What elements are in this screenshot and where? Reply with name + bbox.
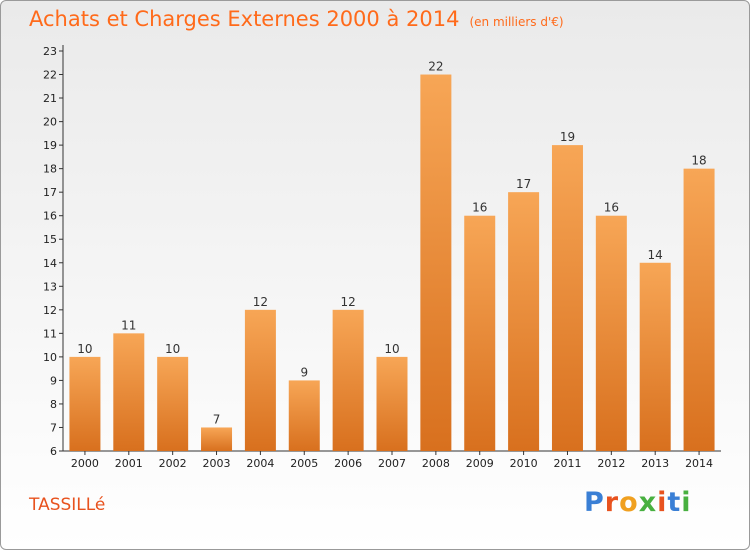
x-tick-label: 2014	[685, 457, 713, 470]
value-label: 12	[340, 295, 355, 309]
value-label: 16	[472, 201, 487, 215]
logo-letter: o	[619, 487, 639, 518]
value-label: 17	[516, 177, 531, 191]
x-tick-label: 2001	[115, 457, 143, 470]
y-tick-label: 22	[43, 69, 57, 82]
y-tick-label: 7	[50, 421, 57, 434]
value-label: 7	[213, 412, 221, 426]
y-tick-label: 10	[43, 351, 57, 364]
bar-2011	[551, 145, 583, 451]
logo-letter: t	[667, 487, 682, 518]
y-tick-label: 9	[50, 374, 57, 387]
value-label: 10	[77, 342, 92, 356]
x-tick-label: 2000	[71, 457, 99, 470]
value-labels: 10 11 10 7 12 9 12 10 22 16 17 19 16 14 18	[77, 60, 706, 427]
logo-letter: P	[584, 487, 605, 518]
y-tick-label: 21	[43, 92, 57, 105]
x-tick-label: 2004	[246, 457, 274, 470]
bar-2006	[332, 309, 364, 451]
chart-title-text: Achats et Charges Externes 2000 à 2014	[29, 7, 460, 31]
logo-letter: i	[657, 487, 668, 518]
bars	[69, 74, 715, 452]
value-label: 9	[300, 365, 308, 379]
bar-2014	[683, 168, 715, 451]
y-axis-ticks: 6 7 8 9 10 11 12 13 14 15 16 17 18 19 20 21 22 23	[43, 45, 63, 458]
logo-letter: x	[638, 487, 658, 518]
value-label: 22	[428, 60, 443, 74]
bar-2010	[508, 192, 540, 452]
value-label: 16	[604, 201, 619, 215]
chart-title: Achats et Charges Externes 2000 à 2014 (e…	[29, 7, 564, 31]
bar-2001	[113, 333, 145, 451]
value-label: 10	[165, 342, 180, 356]
bar-2009	[464, 215, 496, 451]
bar-2000	[69, 356, 101, 451]
x-tick-label: 2011	[553, 457, 581, 470]
y-tick-label: 13	[43, 280, 57, 293]
x-tick-label: 2010	[510, 457, 538, 470]
y-tick-label: 23	[43, 45, 57, 58]
y-tick-label: 8	[50, 398, 57, 411]
bar-2002	[157, 356, 189, 451]
proxiti-logo: Proxiti	[584, 487, 692, 518]
y-tick-label: 18	[43, 163, 57, 176]
bar-2012	[595, 215, 627, 451]
y-tick-label: 6	[50, 445, 57, 458]
x-tick-label: 2002	[159, 457, 187, 470]
value-label: 14	[648, 248, 663, 262]
x-tick-label: 2012	[597, 457, 625, 470]
y-tick-label: 11	[43, 327, 57, 340]
x-tick-label: 2007	[378, 457, 406, 470]
bar-2008	[420, 74, 452, 451]
bar-2004	[244, 309, 276, 451]
x-tick-label: 2006	[334, 457, 362, 470]
bar-2007	[376, 356, 408, 451]
x-tick-label: 2008	[422, 457, 450, 470]
commune-name: TASSILLé	[29, 495, 106, 515]
y-tick-label: 20	[43, 116, 57, 129]
value-label: 12	[253, 295, 268, 309]
bar-2013	[639, 262, 671, 451]
y-tick-label: 12	[43, 304, 57, 317]
y-tick-label: 16	[43, 210, 57, 223]
x-tick-label: 2013	[641, 457, 669, 470]
bar-2003	[201, 427, 233, 451]
x-tick-label: 2009	[466, 457, 494, 470]
logo-letter: i	[681, 487, 692, 518]
x-tick-label: 2005	[290, 457, 318, 470]
value-label: 11	[121, 318, 136, 332]
x-tick-label: 2003	[203, 457, 231, 470]
y-tick-label: 17	[43, 186, 57, 199]
value-label: 10	[384, 342, 399, 356]
unit-note: (en milliers d'€)	[469, 15, 564, 29]
y-tick-label: 14	[43, 257, 57, 270]
value-label: 18	[691, 154, 706, 168]
y-tick-label: 19	[43, 139, 57, 152]
bar-2005	[288, 380, 320, 451]
value-label: 19	[560, 130, 575, 144]
y-tick-label: 15	[43, 233, 57, 246]
x-axis-ticks: 2000 2001 2002 2003 2004 2005 2006 2007 2008 2009…	[71, 451, 713, 470]
logo-letter: r	[604, 487, 620, 518]
